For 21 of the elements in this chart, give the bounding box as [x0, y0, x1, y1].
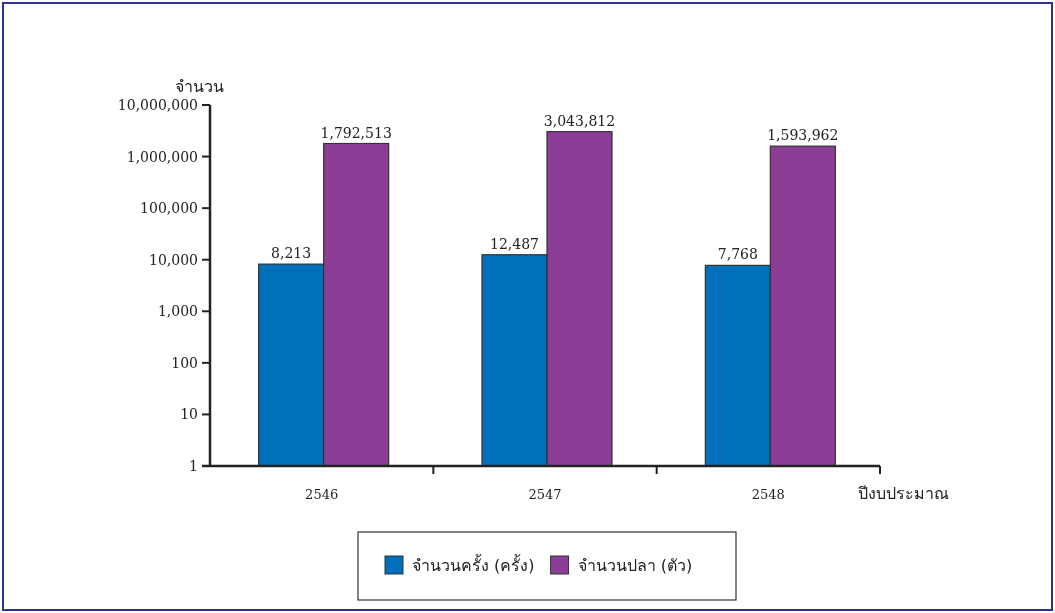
- y-tick-label: 100,000: [140, 200, 198, 217]
- y-tick-label: 1: [189, 458, 198, 474]
- legend-label: จำนวนครั้ง (ครั้ง): [412, 554, 535, 575]
- data-label: 12,487: [490, 235, 539, 252]
- y-tick-label: 1,000: [157, 303, 198, 320]
- data-label: 1,792,513: [320, 124, 392, 141]
- y-axis-title: จำนวน: [175, 77, 224, 96]
- data-label: 1,593,962: [767, 127, 839, 144]
- data-label: 3,043,812: [543, 112, 616, 129]
- y-tick-label: 10,000,000: [117, 97, 198, 113]
- x-axis-title: ปีงบประมาณ: [858, 484, 949, 503]
- data-label: 8,213: [271, 245, 312, 262]
- y-tick-label: 10,000: [149, 251, 198, 268]
- x-tick-label: 2548: [751, 487, 785, 502]
- x-tick-label: 2546: [305, 487, 339, 502]
- x-tick-label: 2547: [528, 487, 562, 502]
- y-tick-label: 1,000,000: [126, 148, 198, 165]
- data-label: 7,768: [717, 246, 758, 263]
- y-tick-label: 10: [180, 406, 198, 423]
- legend-label: จำนวนปลา (ตัว): [577, 556, 693, 575]
- y-tick-label: 100: [171, 354, 198, 371]
